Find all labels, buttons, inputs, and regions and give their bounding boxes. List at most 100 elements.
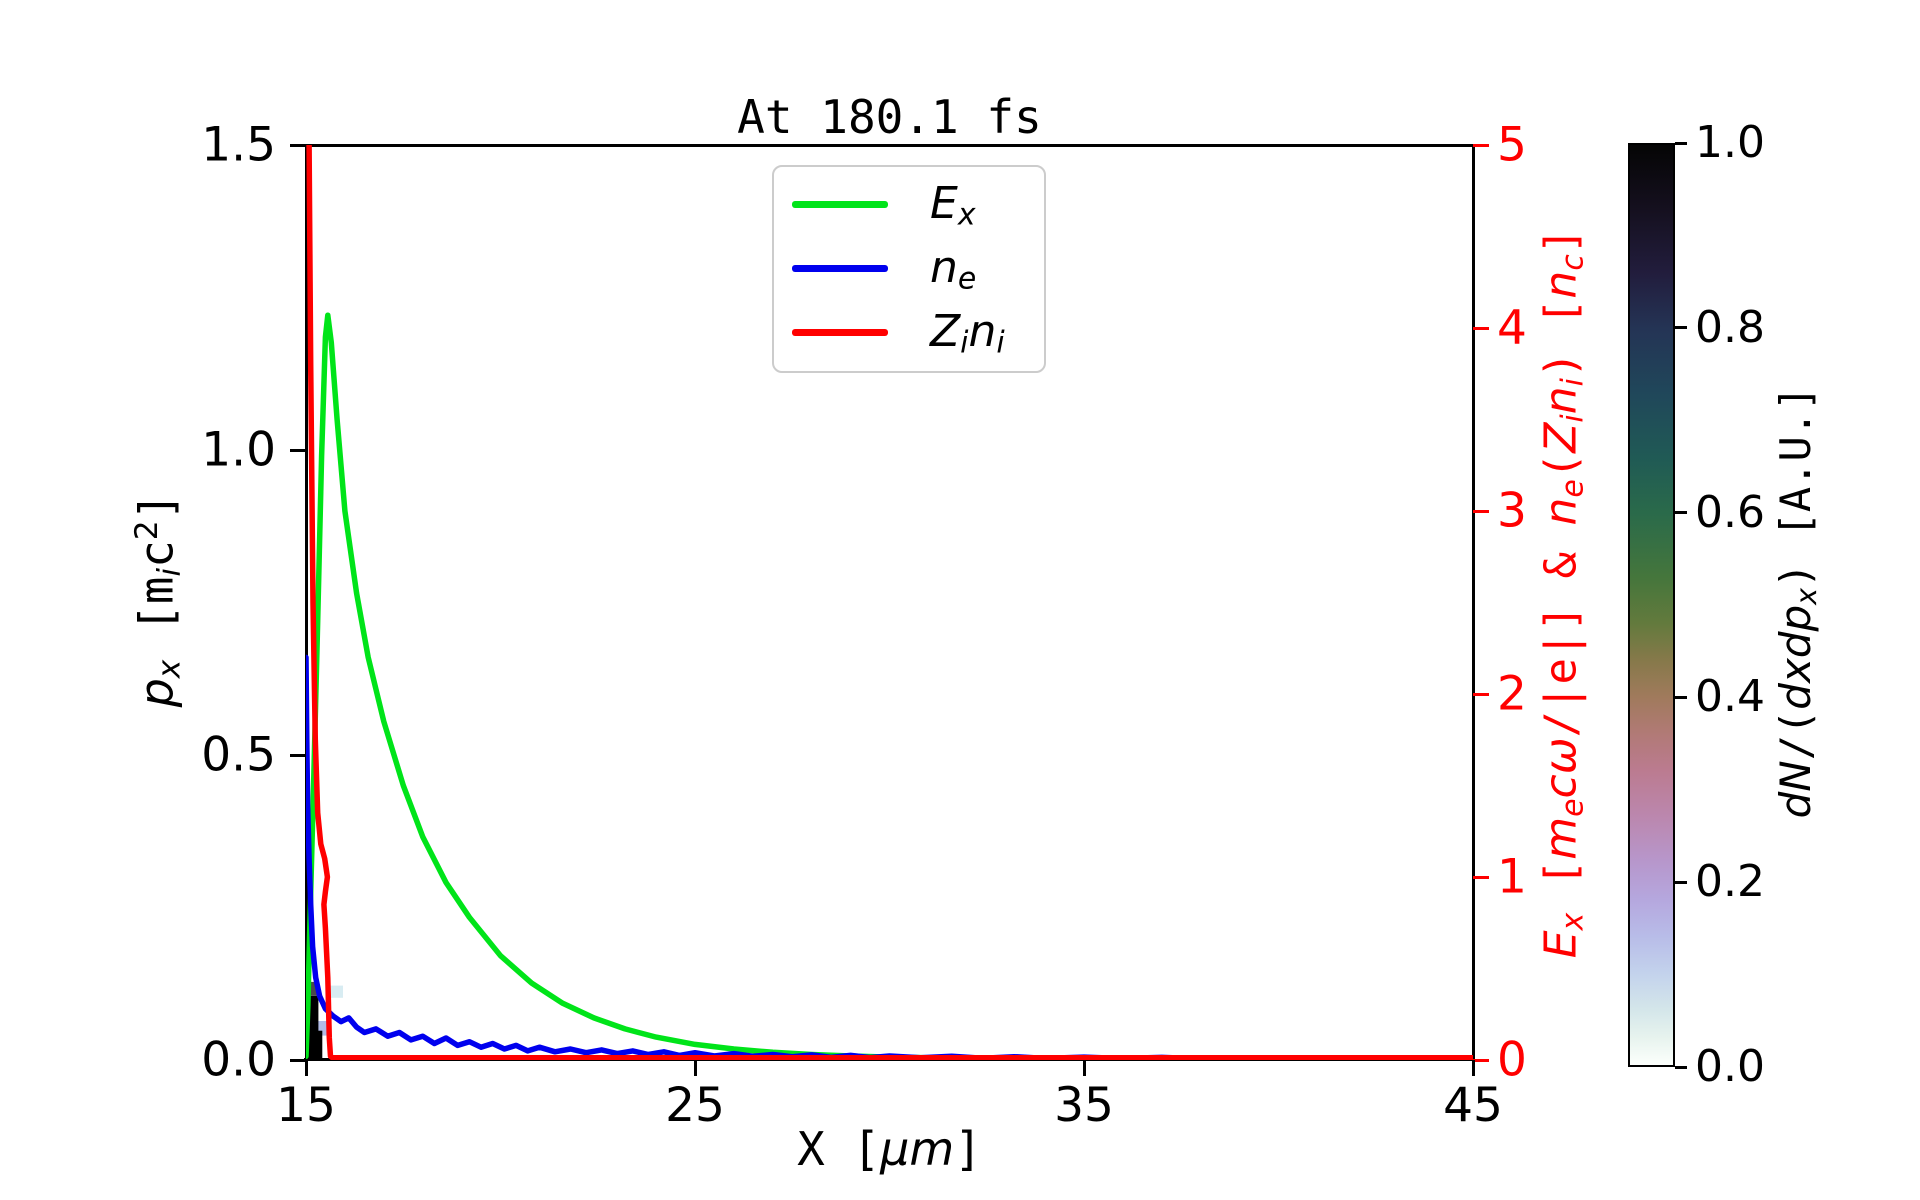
label-segment: c (129, 540, 184, 568)
legend-item-Ex: Ex (774, 178, 1044, 233)
colorbar-label: dN/(dxdpx) [A.U.] (1771, 386, 1823, 819)
label-segment: i (1555, 414, 1591, 423)
tick-mark (1675, 141, 1687, 145)
tick-label: 1.0 (201, 422, 276, 478)
tick-label: 1 (1497, 849, 1527, 905)
label-segment: n (1535, 386, 1587, 415)
tick-mark (290, 143, 306, 147)
label-segment: e (1555, 798, 1591, 817)
tick-mark (290, 448, 306, 452)
label-segment: i (151, 567, 188, 577)
spine-right (1472, 144, 1475, 1061)
legend-label-ne: ne (930, 242, 976, 297)
label-segment: X [ (797, 1122, 881, 1176)
tick-label: 5 (1497, 117, 1527, 173)
tick-mark (1675, 880, 1687, 884)
chart-title: At 180.1 fs (737, 90, 1042, 144)
label-segment: i (960, 325, 969, 361)
label-segment: p (129, 678, 184, 708)
label-segment: μm (880, 1122, 955, 1176)
label-segment: x (1789, 587, 1824, 605)
tick-label: 0.4 (1695, 671, 1765, 723)
label-segment: dN (1770, 760, 1820, 819)
tick-label: 15 (276, 1078, 336, 1133)
tick-mark (1473, 1058, 1489, 1062)
legend: Ex ne Zini (772, 165, 1046, 373)
tick-label: 35 (1054, 1078, 1114, 1133)
tick-mark (1473, 692, 1489, 696)
ne-curve (306, 654, 1473, 1060)
label-segment: E (930, 177, 958, 229)
tick-mark (1675, 326, 1687, 330)
label-segment: E (1535, 930, 1587, 959)
label-segment: [m (129, 576, 184, 660)
tick-label: 0.2 (1695, 856, 1765, 908)
tick-mark (1675, 511, 1687, 515)
label-segment: dxdp (1770, 604, 1820, 710)
y-axis-label-left: px [mic2] (129, 493, 188, 708)
tick-mark (290, 753, 306, 757)
label-segment: x (1555, 912, 1591, 931)
tick-label: 25 (665, 1078, 725, 1133)
label-segment: /( (1770, 709, 1820, 761)
tick-label: 4 (1497, 300, 1527, 356)
tick-mark (1473, 326, 1489, 330)
colorbar-gradient (1630, 145, 1673, 1065)
legend-item-ne: ne (774, 242, 1044, 297)
label-segment: ] (1535, 227, 1587, 255)
legend-swatch-ne (792, 265, 888, 273)
tick-mark (1675, 1065, 1687, 1069)
label-segment: n (1535, 270, 1587, 299)
tick-mark (1473, 143, 1489, 147)
label-segment: n (930, 241, 958, 293)
legend-label-Ex: Ex (930, 178, 976, 233)
plot-area: Ex ne Zini (306, 145, 1473, 1060)
tick-label: 0.5 (201, 727, 276, 783)
tick-label: 3 (1497, 483, 1527, 539)
label-segment: e (1555, 479, 1591, 498)
tick-mark (1082, 1060, 1086, 1076)
x-axis-label: X [μm] (306, 1122, 1473, 1176)
tick-mark (1473, 875, 1489, 879)
tick-mark (290, 1058, 306, 1062)
label-segment: [ (1535, 859, 1587, 913)
tick-mark (1471, 1060, 1475, 1076)
tick-label: 2 (1497, 666, 1527, 722)
spine-left (305, 144, 308, 1061)
plot-canvas (306, 145, 1473, 1060)
legend-swatch-Zini (792, 329, 888, 337)
label-segment: cω (1535, 737, 1587, 799)
tick-mark (693, 1060, 697, 1076)
spine-top (304, 144, 1475, 147)
label-segment: ] (954, 1122, 982, 1176)
label-segment: x (151, 659, 188, 679)
histogram-cell (307, 981, 318, 996)
tick-label: 0.0 (201, 1032, 276, 1088)
tick-mark (1675, 695, 1687, 699)
label-segment: Z (930, 305, 961, 357)
label-segment: e (957, 261, 977, 297)
colorbar (1628, 143, 1675, 1067)
label-segment: m (1535, 816, 1587, 860)
tick-label: 1.0 (1695, 117, 1765, 168)
label-segment: c (1555, 254, 1591, 271)
label-segment: i (996, 325, 1005, 361)
label-segment: ) [A.U.] (1770, 385, 1820, 588)
tick-label: 0.6 (1695, 486, 1765, 538)
Ex-curve (306, 312, 1473, 1060)
histogram-cell (306, 1030, 323, 1060)
label-segment: n (968, 305, 997, 357)
label-segment: ( (1535, 452, 1587, 480)
label-segment: n (1535, 497, 1587, 526)
tick-label: 0.0 (1695, 1041, 1765, 1092)
tick-label: 1.5 (201, 117, 276, 173)
histogram-cell (327, 985, 343, 998)
Zini-curve (306, 145, 1473, 1060)
label-segment: 2 (128, 520, 165, 541)
label-segment: /|e|] & (1535, 525, 1587, 738)
tick-label: 45 (1443, 1078, 1503, 1133)
tick-mark (1473, 509, 1489, 513)
label-segment: ) [ (1535, 298, 1587, 379)
y-axis-label-right: Ex [mecω/|e|] & ne(Zini) [nc] (1536, 228, 1591, 959)
